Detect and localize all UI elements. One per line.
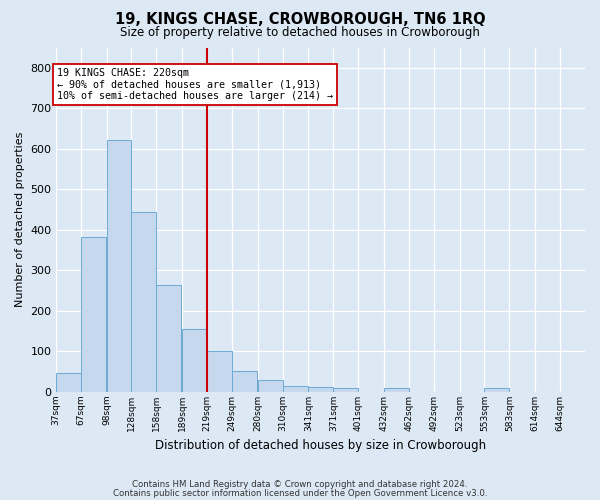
Bar — [258, 380, 283, 392]
Bar — [182, 329, 207, 392]
Bar — [81, 237, 106, 392]
X-axis label: Distribution of detached houses by size in Crowborough: Distribution of detached houses by size … — [155, 440, 486, 452]
Y-axis label: Number of detached properties: Number of detached properties — [15, 132, 25, 308]
Bar — [131, 212, 157, 392]
Bar — [56, 374, 81, 392]
Bar — [232, 371, 257, 392]
Bar — [107, 140, 131, 392]
Bar — [333, 388, 358, 392]
Bar — [207, 352, 232, 392]
Bar — [283, 386, 308, 392]
Text: 19 KINGS CHASE: 220sqm
← 90% of detached houses are smaller (1,913)
10% of semi-: 19 KINGS CHASE: 220sqm ← 90% of detached… — [56, 68, 332, 101]
Text: Size of property relative to detached houses in Crowborough: Size of property relative to detached ho… — [120, 26, 480, 39]
Bar — [157, 284, 181, 392]
Text: 19, KINGS CHASE, CROWBOROUGH, TN6 1RQ: 19, KINGS CHASE, CROWBOROUGH, TN6 1RQ — [115, 12, 485, 28]
Bar — [384, 388, 409, 392]
Text: Contains HM Land Registry data © Crown copyright and database right 2024.: Contains HM Land Registry data © Crown c… — [132, 480, 468, 489]
Text: Contains public sector information licensed under the Open Government Licence v3: Contains public sector information licen… — [113, 489, 487, 498]
Bar — [484, 388, 509, 392]
Bar — [308, 387, 333, 392]
